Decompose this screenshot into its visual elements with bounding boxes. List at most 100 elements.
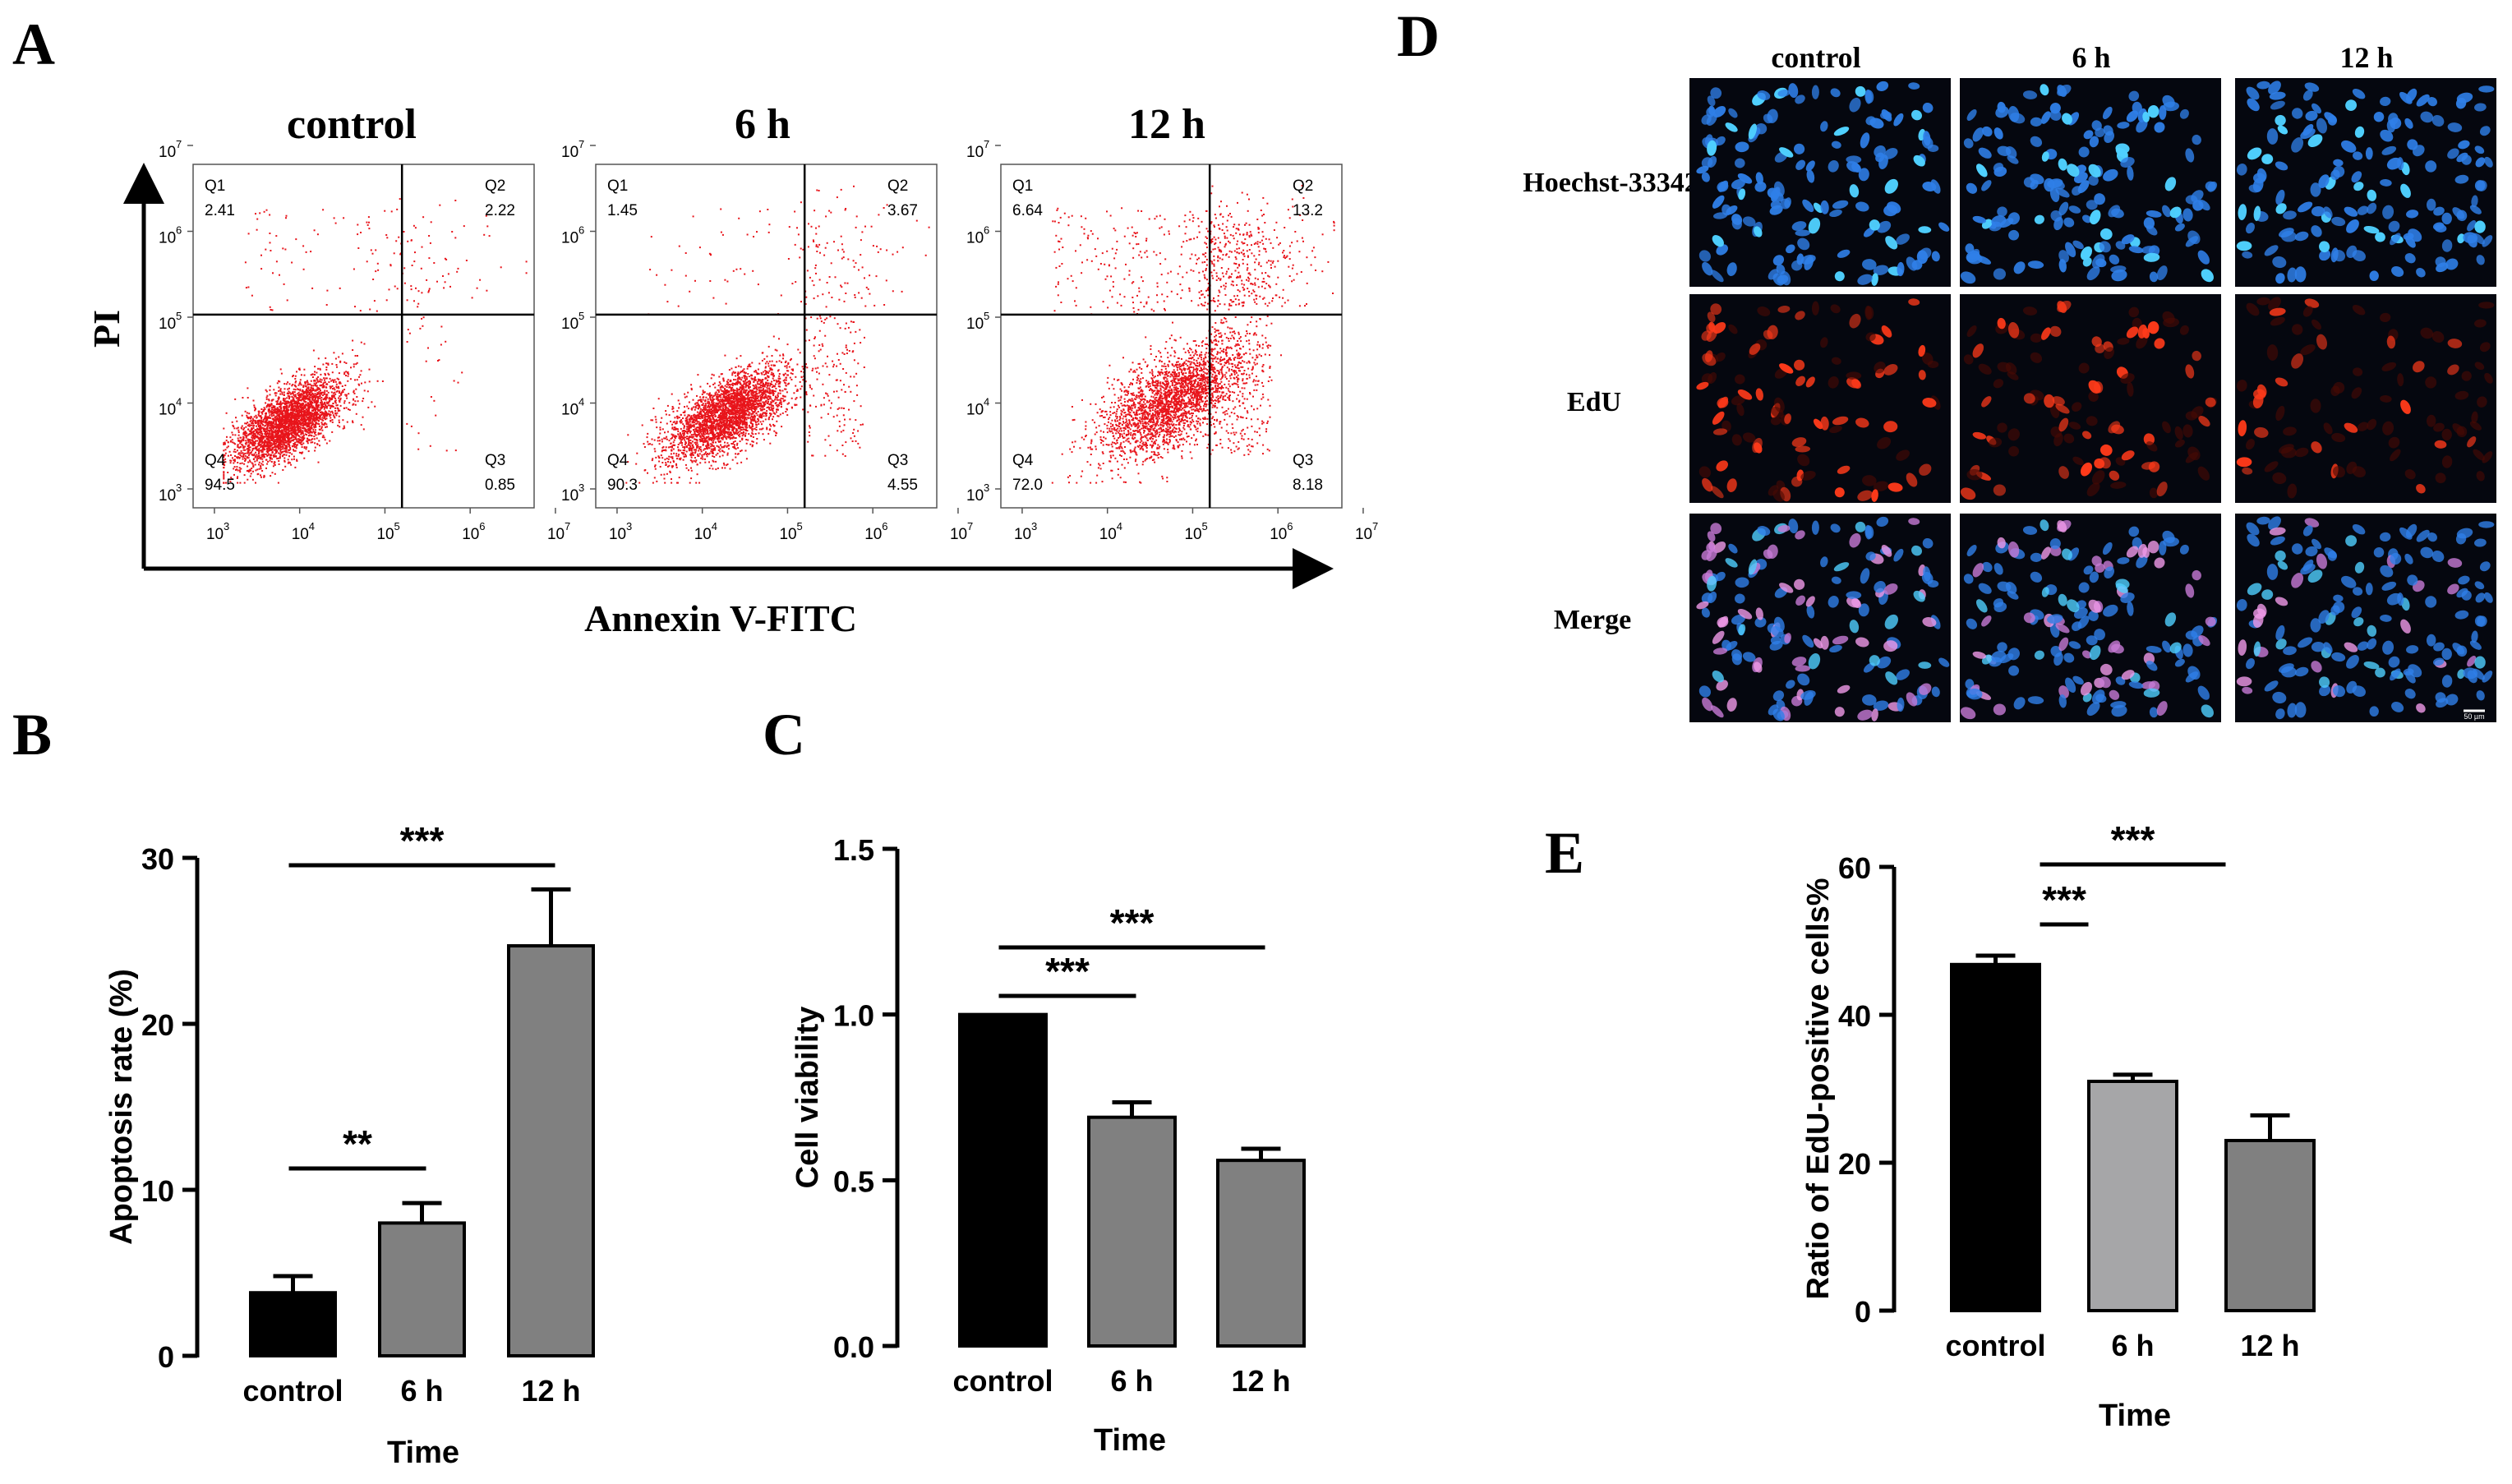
microscopy-column-label: control <box>1771 41 1860 74</box>
x-category-label: control <box>1946 1329 2046 1362</box>
x-category-label: 6 h <box>400 1374 443 1408</box>
bar-control <box>1950 962 2041 1313</box>
bar-control <box>249 1291 337 1357</box>
y-tick-label: 10 <box>141 1174 174 1208</box>
y-tick-exponent: 7 <box>578 138 584 150</box>
y-tick-label: 10 <box>966 402 984 419</box>
x-tick-exponent: 7 <box>967 520 973 532</box>
quadrant-name: Q3 <box>887 452 908 469</box>
significance-stars: *** <box>2111 818 2155 861</box>
y-tick-label: 0.5 <box>833 1164 874 1198</box>
micrograph-background <box>2235 78 2496 287</box>
x-tick-label: 10 <box>1014 526 1031 543</box>
quadrant-name: Q1 <box>607 177 628 195</box>
facs-plot-frame <box>595 164 938 509</box>
x-tick-exponent: 7 <box>565 520 570 532</box>
quadrant-name: Q1 <box>1012 177 1033 195</box>
y-tick-exponent: 7 <box>984 138 989 150</box>
y-tick-label: 40 <box>1838 999 1871 1033</box>
panel-c-cell-viability-chart: 0.0 0.5 1.0 1.5 Cell viability control 6 h 12 h… <box>790 833 1306 1458</box>
micrograph-edu-1 <box>1689 294 1951 503</box>
quadrant-value: 1.45 <box>607 202 638 219</box>
quadrant-value: 6.64 <box>1012 202 1043 219</box>
panel-label-c: C <box>763 702 805 767</box>
quadrant-value: 3.67 <box>887 202 918 219</box>
x-tick-exponent: 5 <box>1201 520 1207 532</box>
quadrant-name: Q4 <box>205 452 226 469</box>
x-tick-label: 10 <box>779 526 796 543</box>
x-tick-label: 10 <box>462 526 479 543</box>
y-tick-exponent: 4 <box>578 396 584 408</box>
quadrant-name: Q4 <box>1012 452 1034 469</box>
y-tick-label: 10 <box>159 402 176 419</box>
quadrant-value: 2.22 <box>485 202 515 219</box>
bar-12h <box>2224 1139 2316 1312</box>
quadrant-value: 0.85 <box>485 477 515 494</box>
x-tick-exponent: 4 <box>309 520 315 532</box>
y-tick-exponent: 6 <box>176 224 182 237</box>
micrograph-merge-1 <box>1689 514 1951 722</box>
y-axis-title: Cell viability <box>790 1007 825 1189</box>
y-tick-label: 10 <box>561 316 578 333</box>
y-tick-label: 10 <box>966 230 984 247</box>
x-category-label: 12 h <box>1231 1364 1290 1398</box>
panel-label-e: E <box>1545 820 1584 886</box>
microscopy-row-label: Hoechst-33342 <box>1523 168 1698 198</box>
panel-b-apoptosis-chart: 0 10 20 30 Apoptosis rate (%) control 6 h 12 h T… <box>104 819 595 1470</box>
y-tick-exponent: 3 <box>176 482 182 494</box>
micrograph-merge-2 <box>1960 514 2221 722</box>
y-tick-label: 10 <box>966 144 984 161</box>
x-tick-label: 10 <box>547 526 565 543</box>
x-category-label: 6 h <box>2111 1329 2154 1362</box>
microscopy-row-label: EdU <box>1567 387 1621 417</box>
y-tick-label: 10 <box>561 230 578 247</box>
y-tick-exponent: 6 <box>984 224 989 237</box>
y-tick-label: 0.0 <box>833 1330 874 1364</box>
panel-a-flow-cytometry: PI Annexin V-FITC control Q1 2.41 Q2 2.22 Q3 0… <box>85 101 1378 639</box>
significance-stars: ** <box>343 1122 372 1165</box>
y-tick-label: 1.5 <box>833 833 874 867</box>
micrograph-edu-3 <box>2235 294 2496 503</box>
quadrant-value: 72.0 <box>1012 477 1043 494</box>
x-tick-label: 10 <box>292 526 309 543</box>
x-tick-exponent: 7 <box>1372 520 1378 532</box>
x-category-label: control <box>243 1374 343 1408</box>
annexin-axis-label: Annexin V-FITC <box>584 597 857 639</box>
x-tick-label: 10 <box>1184 526 1201 543</box>
x-tick-exponent: 4 <box>1117 520 1122 532</box>
micrograph-edu-2 <box>1960 294 2221 503</box>
bar-control <box>958 1012 1048 1348</box>
y-tick-label: 10 <box>159 316 176 333</box>
y-tick-label: 1.0 <box>833 999 874 1033</box>
panel-label-d: D <box>1397 3 1440 69</box>
significance-stars: *** <box>2042 878 2086 921</box>
significance-stars: *** <box>400 819 445 862</box>
facs-events <box>1051 184 1335 484</box>
bar-12h <box>507 944 595 1358</box>
quadrant-value: 90.3 <box>607 477 638 494</box>
x-tick-exponent: 4 <box>712 520 717 532</box>
y-tick-label: 30 <box>141 842 174 876</box>
x-tick-label: 10 <box>376 526 394 543</box>
panel-d-edu-staining: control 6 h 12 h Hoechst-33342 EdU Merge 50 µm <box>1523 41 2496 722</box>
x-tick-exponent: 3 <box>1031 520 1037 532</box>
facs-plot-frame <box>192 164 535 509</box>
micrograph-hoechst-33342-3 <box>2235 78 2496 287</box>
y-tick-label: 10 <box>159 230 176 247</box>
x-tick-exponent: 6 <box>479 520 485 532</box>
micrograph-background <box>2235 294 2496 503</box>
micrograph-merge-3 <box>2235 514 2496 722</box>
x-tick-label: 10 <box>206 526 224 543</box>
bar-12h <box>1216 1159 1306 1348</box>
y-tick-label: 60 <box>1838 851 1871 885</box>
y-tick-label: 10 <box>561 144 578 161</box>
quadrant-value: 94.5 <box>205 477 235 494</box>
x-tick-exponent: 3 <box>626 520 632 532</box>
x-axis-title: Time <box>387 1436 459 1470</box>
y-tick-label: 0 <box>1855 1295 1871 1329</box>
x-category-label: 6 h <box>1110 1364 1153 1398</box>
